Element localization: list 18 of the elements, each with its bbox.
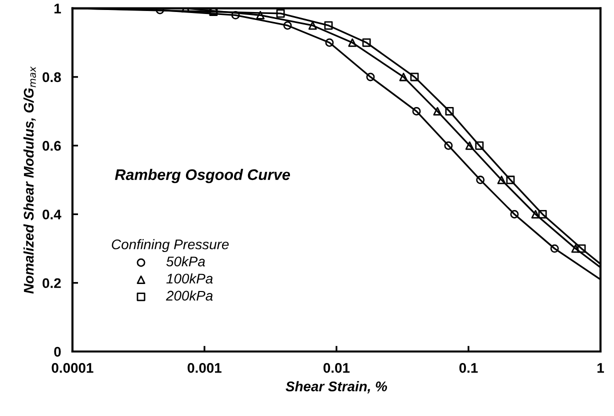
y-tick-label: 0.4: [42, 210, 62, 220]
x-axis-title: Shear Strain, %: [286, 381, 388, 394]
y-tick-label: 1: [54, 4, 61, 14]
y-tick-label: 0: [54, 346, 61, 357]
x-tick-label: 0.0001: [52, 363, 94, 373]
x-tick-label: 0.01: [324, 363, 350, 373]
y-tick-label: 0.2: [42, 278, 61, 288]
x-tick-label: 0.1: [459, 363, 478, 373]
y-tick-label: 0.6: [42, 140, 61, 151]
x-tick-label: 0.001: [188, 363, 222, 373]
y-tick-label: 0.8: [42, 72, 61, 82]
x-tick-label: 1: [598, 363, 604, 373]
legend-label: 100kPa: [166, 273, 213, 284]
legend-label: 200kPa: [166, 290, 213, 301]
legend-title: Confining Pressure: [112, 239, 229, 252]
legend-label: 50kPa: [166, 256, 205, 266]
annotation: Ramberg Osgood Curve: [114, 168, 290, 184]
y-axis-title: Nomalized Shear Modulus, G/G$_{max}$: [23, 66, 36, 294]
